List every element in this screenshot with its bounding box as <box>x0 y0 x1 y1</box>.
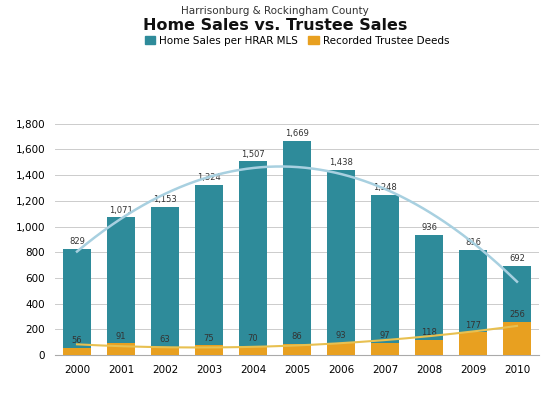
Bar <box>283 344 311 355</box>
Text: 177: 177 <box>465 320 481 330</box>
Text: Home Sales vs. Trustee Sales: Home Sales vs. Trustee Sales <box>143 18 407 33</box>
Bar <box>107 344 135 355</box>
Bar <box>239 161 267 355</box>
Bar <box>459 332 487 355</box>
Bar <box>459 250 487 355</box>
Text: 1,324: 1,324 <box>197 173 221 182</box>
Bar <box>503 322 531 355</box>
Text: 256: 256 <box>509 310 525 319</box>
Bar <box>107 217 135 355</box>
Text: 692: 692 <box>509 254 525 263</box>
Text: 1,507: 1,507 <box>241 150 265 158</box>
Text: 118: 118 <box>421 328 437 337</box>
Text: 86: 86 <box>292 332 302 341</box>
Text: 1,071: 1,071 <box>109 205 133 215</box>
Text: 56: 56 <box>72 336 82 345</box>
Text: 1,248: 1,248 <box>373 183 397 192</box>
Bar <box>371 343 399 355</box>
Text: 63: 63 <box>160 335 170 344</box>
Text: 97: 97 <box>379 331 390 340</box>
Bar <box>63 249 91 355</box>
Text: Harrisonburg & Rockingham County: Harrisonburg & Rockingham County <box>181 6 369 16</box>
Bar <box>151 347 179 355</box>
Bar <box>195 346 223 355</box>
Bar <box>63 348 91 355</box>
Text: 1,153: 1,153 <box>153 195 177 204</box>
Bar <box>239 346 267 355</box>
Bar <box>327 343 355 355</box>
Bar <box>503 266 531 355</box>
Bar <box>371 195 399 355</box>
Text: 75: 75 <box>204 334 214 343</box>
Text: 91: 91 <box>116 332 127 341</box>
Bar <box>415 235 443 355</box>
Bar <box>195 185 223 355</box>
Text: 829: 829 <box>69 237 85 246</box>
Text: 816: 816 <box>465 238 481 247</box>
Text: 93: 93 <box>336 331 346 340</box>
Bar <box>327 170 355 355</box>
Bar <box>415 340 443 355</box>
Text: 936: 936 <box>421 223 437 232</box>
Legend: Home Sales per HRAR MLS, Recorded Trustee Deeds: Home Sales per HRAR MLS, Recorded Truste… <box>140 32 454 50</box>
Text: 1,669: 1,669 <box>285 129 309 138</box>
Text: 70: 70 <box>248 334 258 343</box>
Text: 1,438: 1,438 <box>329 158 353 168</box>
Bar <box>283 140 311 355</box>
Bar <box>151 207 179 355</box>
